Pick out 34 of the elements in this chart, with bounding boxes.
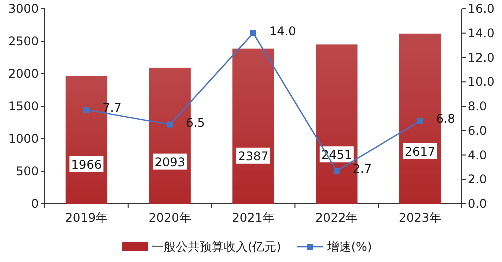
y-tick-label: 3000	[8, 2, 39, 16]
y2-tick-label: 10.0	[468, 75, 495, 90]
y2-tick-label: 12.0	[468, 50, 495, 65]
y2-tick-label: 4.0	[468, 148, 488, 162]
y2-tick-label: 8.0	[468, 100, 488, 114]
point	[417, 118, 424, 124]
y-tick-label: 500	[16, 164, 39, 178]
x-tick-label: 2021年	[232, 211, 275, 225]
x-tick-label: 2020年	[148, 211, 192, 225]
y2-tick-label: 6.0	[468, 124, 488, 138]
y-tick-label: 2000	[8, 67, 39, 81]
legend-label: 一般公共预算收入(亿元)	[152, 240, 282, 254]
y2-tick-label: 2.0	[468, 172, 488, 187]
x-tick-label: 2019年	[65, 211, 108, 225]
y-tick-label: 0	[31, 197, 39, 211]
point	[167, 122, 174, 128]
x-tick-label: 2022年	[316, 211, 358, 225]
y-tick-label: 1500	[8, 100, 39, 114]
x-tick-label: 2023年	[399, 211, 442, 225]
point	[334, 168, 340, 174]
legend-label: 增速(%)	[326, 240, 372, 254]
point	[250, 30, 256, 36]
y2-tick-label: 0.0	[468, 197, 488, 211]
y-tick-label: 1000	[8, 132, 39, 146]
y2-tick-label: 14.0	[468, 26, 495, 40]
y-tick-label: 2500	[8, 34, 39, 48]
data-label: 2093	[154, 155, 186, 170]
data-label: 2617	[405, 144, 436, 159]
point	[84, 107, 90, 114]
data-label: 14.0	[270, 24, 296, 38]
data-label: 1966	[71, 158, 102, 172]
y2-tick-label: 16.0	[468, 2, 495, 16]
bar	[232, 48, 274, 204]
data-label: 2387	[238, 149, 269, 164]
